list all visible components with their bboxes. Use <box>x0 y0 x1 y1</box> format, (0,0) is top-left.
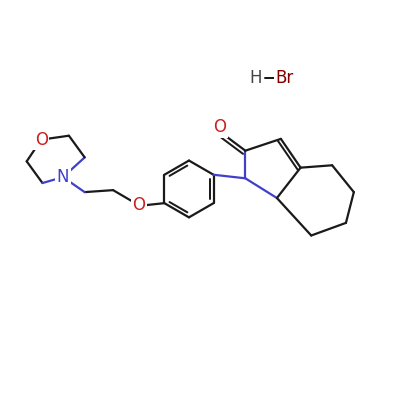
Text: Br: Br <box>276 69 294 87</box>
Text: O: O <box>35 131 48 149</box>
Text: H: H <box>249 69 262 87</box>
Text: N: N <box>57 168 69 186</box>
Text: O: O <box>213 118 226 136</box>
Text: O: O <box>132 196 145 214</box>
